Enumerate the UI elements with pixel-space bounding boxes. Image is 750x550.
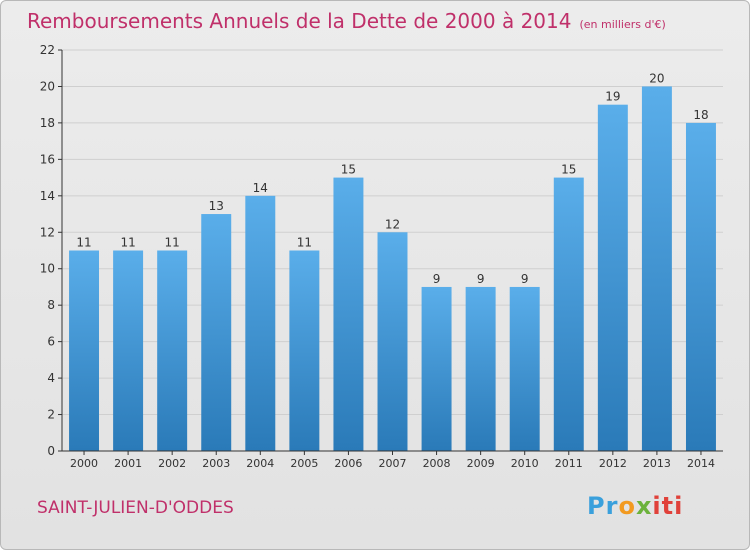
x-tick-label: 2014 [687,457,715,470]
bar-value-label: 11 [76,236,91,250]
bar-value-label: 9 [433,272,441,286]
chart-title-text: Remboursements Annuels de la Dette de 20… [27,9,572,33]
bar-2006 [333,177,364,451]
bar-value-label: 12 [385,217,400,231]
y-tick-label: 8 [47,298,55,312]
y-tick-label: 10 [40,262,55,276]
y-tick-label: 0 [47,444,55,458]
x-tick-label: 2008 [423,457,451,470]
bar-2014 [685,122,716,451]
y-tick-label: 18 [40,116,55,130]
bar-value-label: 9 [521,272,529,286]
bar-value-label: 18 [693,108,708,122]
bar-2005 [289,250,320,451]
bar-value-label: 11 [120,236,135,250]
bar-value-label: 9 [477,272,485,286]
y-tick-label: 2 [47,408,55,422]
x-tick-label: 2005 [290,457,318,470]
bar-2004 [245,195,276,451]
y-tick-label: 4 [47,371,55,385]
bar-value-label: 19 [605,90,620,104]
bar-2009 [465,286,496,451]
bar-value-label: 11 [165,236,180,250]
x-tick-label: 2002 [158,457,186,470]
bars [69,86,716,452]
y-tick-label: 20 [40,79,55,93]
bar-2003 [201,214,232,451]
bar-2010 [509,286,540,451]
chart-title: Remboursements Annuels de la Dette de 20… [27,9,666,33]
x-tick-label: 2013 [643,457,671,470]
bar-2000 [69,250,100,451]
y-tick-label: 12 [40,225,55,239]
x-tick-label: 2004 [246,457,274,470]
y-tick-label: 22 [40,43,55,57]
x-tick-label: 2009 [467,457,495,470]
x-tick-label: 2000 [70,457,98,470]
bar-value-label: 14 [253,181,268,195]
bar-value-label: 15 [561,163,576,177]
bar-2011 [553,177,584,451]
y-tick-label: 14 [40,189,55,203]
chart-subtitle: (en milliers d'€) [579,18,666,31]
x-tick-label: 2006 [334,457,362,470]
proxiti-logo: Proxiti [587,492,684,520]
x-tick-label: 2011 [555,457,583,470]
axes [58,49,723,455]
x-tick-label: 2010 [511,457,539,470]
commune-name: SAINT-JULIEN-D'ODDES [37,498,234,518]
bar-value-label: 15 [341,163,356,177]
x-tick-label: 2003 [202,457,230,470]
y-tick-label: 16 [40,152,55,166]
bar-value-label: 13 [209,199,224,213]
bar-2002 [157,250,188,451]
bar-2013 [641,86,672,452]
y-tick-label: 6 [47,335,55,349]
bar-value-label: 20 [649,71,664,85]
labels: 0 2 4 6 8 10 12 14 16 18 20 22 11 2000 11 2001 11 2002 13 2… [40,43,715,470]
bar-2001 [113,250,144,451]
x-tick-label: 2012 [599,457,627,470]
bar-2008 [421,286,452,451]
bar-value-label: 11 [297,236,312,250]
x-tick-label: 2001 [114,457,142,470]
bar-2012 [597,104,628,451]
bar-2007 [377,232,408,451]
x-tick-label: 2007 [379,457,407,470]
